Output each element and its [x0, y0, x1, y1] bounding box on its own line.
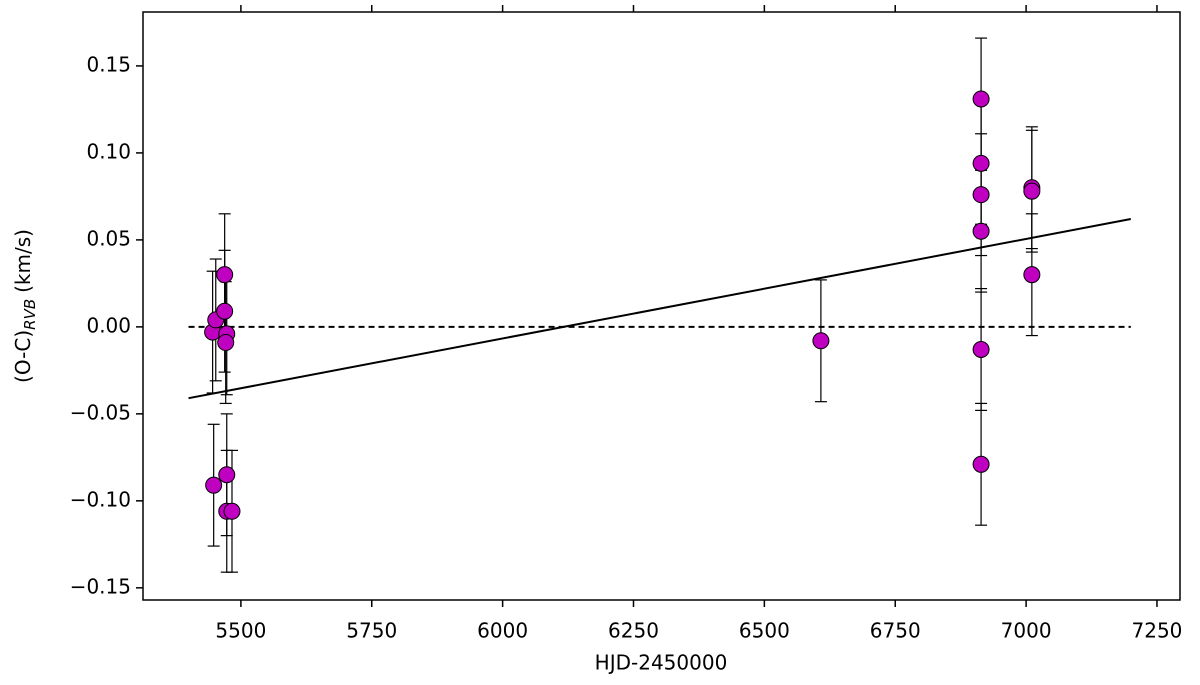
x-tick-label: 6000 [477, 619, 528, 643]
data-point [972, 186, 990, 204]
plot-frame [142, 11, 1181, 601]
y-tick-label: −0.15 [70, 574, 131, 598]
x-tick-label: 5500 [215, 619, 266, 643]
y-axis-label: (O-C)RVB (km/s) [11, 229, 39, 383]
y-tick-label: 0.05 [86, 226, 131, 250]
x-tick-label: 6500 [739, 619, 790, 643]
x-tick-label: 6250 [608, 619, 659, 643]
data-point [205, 476, 223, 494]
y-label-main: (O-C) [11, 330, 35, 383]
y-tick-label: 0.10 [86, 139, 131, 163]
data-point [972, 154, 990, 172]
data-point [1023, 182, 1041, 200]
data-point [217, 334, 235, 352]
data-point [972, 340, 990, 358]
y-tick-label: 0.00 [86, 313, 131, 337]
data-point [972, 455, 990, 473]
data-point [216, 266, 234, 284]
y-tick-label: −0.10 [70, 487, 131, 511]
x-tick-label: 7250 [1132, 619, 1183, 643]
data-point [972, 90, 990, 108]
y-label-unit: (km/s) [11, 229, 35, 293]
x-tick-label: 7000 [1001, 619, 1052, 643]
fit-line [188, 218, 1131, 400]
data-point [223, 502, 241, 520]
data-point [218, 466, 236, 484]
data-point [216, 302, 234, 320]
data-point [812, 332, 830, 350]
data-point [1023, 266, 1041, 284]
y-tick-label: −0.05 [70, 400, 131, 424]
y-label-subscript: RVB [21, 299, 39, 330]
data-point [972, 222, 990, 240]
x-tick-label: 5750 [346, 619, 397, 643]
x-tick-label: 6750 [870, 619, 921, 643]
y-tick-label: 0.15 [86, 52, 131, 76]
x-axis-label: HJD-2450000 [595, 651, 728, 675]
